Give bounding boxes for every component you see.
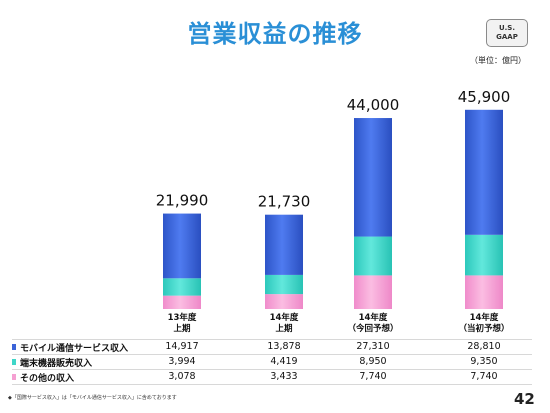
table-cell: 3,078 [168, 371, 196, 382]
bar-total-label: 21,730 [258, 193, 311, 211]
category-label: （当初予想） [458, 323, 509, 334]
table-rule [12, 339, 532, 340]
page-title: 営業収益の推移 [187, 20, 363, 48]
category-label: 14年度 [470, 312, 499, 323]
badge-line-2: GAAP [496, 33, 518, 41]
footnote: ◆「国際サービス収入」は「モバイル通信サービス収入」に含めております [8, 395, 177, 401]
category-label: 13年度 [168, 312, 197, 323]
legend-swatch-other [12, 374, 16, 380]
row-label-mobile: モバイル通信サービス収入 [12, 341, 128, 354]
category-label: 14年度 [359, 312, 388, 323]
bar-segment-mobile [163, 213, 201, 279]
table-cell: 8,950 [359, 356, 387, 367]
bar-segment-device [265, 274, 303, 295]
legend-swatch-device [12, 359, 16, 365]
table-cell: 28,810 [467, 341, 501, 352]
category-label: 14年度 [270, 312, 299, 323]
table-cell: 13,878 [267, 341, 301, 352]
bar-total-label: 44,000 [347, 96, 400, 114]
bar-segment-device [465, 234, 503, 276]
row-label-text: 端末機器販売収入 [20, 359, 93, 369]
row-label-other: その他の収入 [12, 371, 74, 384]
bar-segment-device [354, 236, 392, 276]
badge-line-1: U.S. [498, 24, 516, 32]
table-cell: 9,350 [470, 356, 498, 367]
category-label: 上期 [173, 323, 191, 334]
table-cell: 7,740 [470, 371, 498, 382]
bar-total-label: 45,900 [458, 88, 511, 106]
page-number: 42 [514, 390, 535, 408]
row-label-text: モバイル通信サービス収入 [20, 344, 129, 354]
table-cell: 4,419 [270, 356, 298, 367]
bar-segment-device [163, 278, 201, 296]
table-rule [12, 384, 532, 385]
bar-segment-other [265, 294, 303, 309]
bar-segment-other [163, 295, 201, 309]
table-rule [12, 369, 532, 370]
us-gaap-badge: U.S. GAAP [486, 19, 528, 47]
legend-swatch-mobile [12, 344, 16, 350]
table-rule [12, 354, 532, 355]
category-label: （今回予想） [347, 323, 398, 334]
table-cell: 27,310 [356, 341, 390, 352]
row-label-text: その他の収入 [20, 374, 75, 384]
bar-total-label: 21,990 [156, 192, 209, 210]
bar-segment-mobile [465, 109, 503, 235]
row-label-device: 端末機器販売収入 [12, 356, 92, 369]
category-label: 上期 [275, 323, 293, 334]
bar-segment-mobile [265, 214, 303, 275]
bar-segment-mobile [354, 118, 392, 237]
table-cell: 3,994 [168, 356, 196, 367]
bar-segment-other [354, 275, 392, 309]
unit-label: （単位：億円） [470, 56, 526, 65]
bar-segment-other [465, 275, 503, 309]
table-cell: 7,740 [359, 371, 387, 382]
table-cell: 3,433 [270, 371, 298, 382]
table-cell: 14,917 [165, 341, 199, 352]
